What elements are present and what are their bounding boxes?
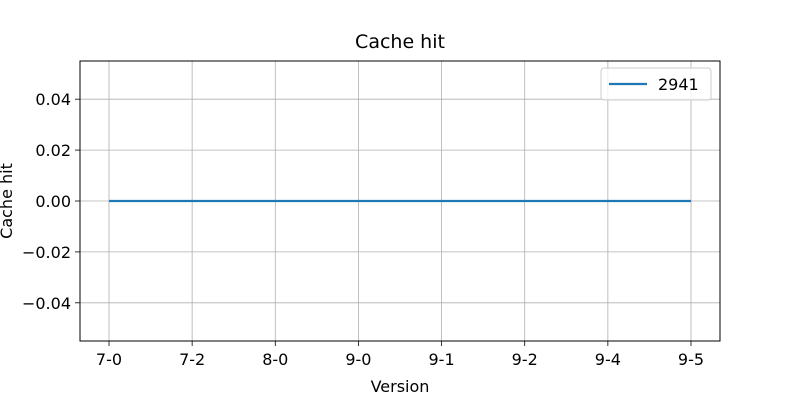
plot-area-frame <box>79 60 721 342</box>
x-axis-label: Version <box>371 377 430 396</box>
y-axis-label: Cache hit <box>0 163 16 239</box>
y-tick-label: −0.02 <box>22 243 71 262</box>
legend-box <box>600 67 712 101</box>
legend-label: 2941 <box>658 75 699 94</box>
y-tick-label: 0.00 <box>35 192 71 211</box>
x-tick-label: 9-4 <box>595 350 621 369</box>
legend: 2941 <box>600 67 712 101</box>
x-tick-label: 7-0 <box>96 350 122 369</box>
x-tick-label: 9-2 <box>512 350 538 369</box>
chart-title: Cache hit <box>355 31 445 53</box>
y-tick-label: 0.04 <box>35 90 71 109</box>
x-tick-label: 7-2 <box>179 350 205 369</box>
x-tick-label: 9-1 <box>429 350 455 369</box>
x-tick-label: 9-0 <box>345 350 371 369</box>
x-tick-label: 9-5 <box>678 350 704 369</box>
x-tick-label: 8-0 <box>262 350 288 369</box>
y-tick-label: 0.02 <box>35 141 71 160</box>
x-axis-ticks: 7-0 7-2 8-0 9-0 9-1 9-2 9-4 9-5 <box>96 341 704 369</box>
y-axis-ticks: 0.04 0.02 0.00 −0.02 −0.04 <box>22 90 80 313</box>
y-tick-label: −0.04 <box>22 294 71 313</box>
